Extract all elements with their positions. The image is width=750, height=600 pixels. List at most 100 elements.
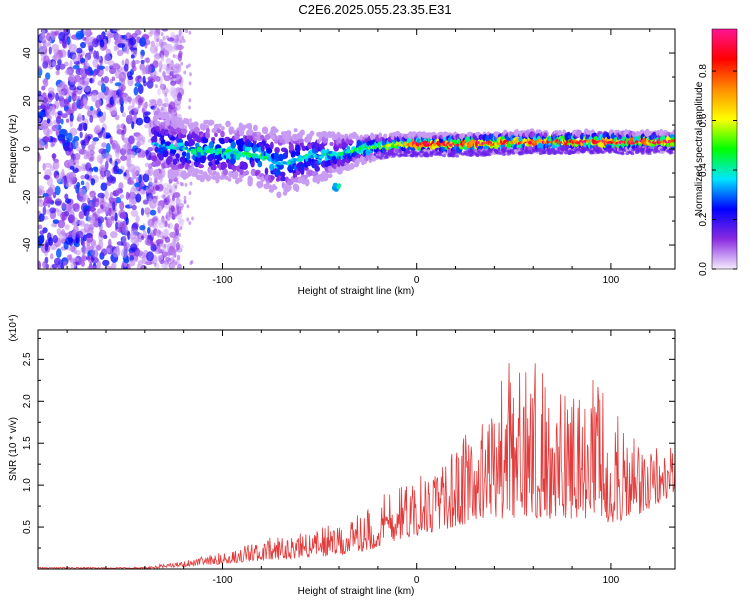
spectrogram-cell (347, 139, 354, 145)
spectrogram-cell (161, 218, 166, 223)
spectrogram-cell (82, 240, 86, 247)
snr-x-tick-label: 0 (414, 575, 420, 586)
spectrogram-cell (188, 63, 191, 68)
spectrogram-cell (79, 188, 87, 197)
spectrogram-cell (339, 134, 345, 140)
spectrogram-cell (163, 243, 167, 248)
spectrogram-cell (129, 259, 136, 267)
spectrogram-cell (110, 215, 115, 221)
spectrogram-cell (62, 137, 66, 145)
spectrogram-cell (122, 144, 130, 151)
spectrogram-cell (154, 221, 158, 230)
snr-y-tick-label: 2.0 (22, 394, 33, 408)
spectrogram-cell (482, 150, 487, 153)
spectrogram-cell (162, 35, 166, 41)
spectrogram-cell (185, 64, 189, 69)
spectrogram-cell (144, 162, 150, 167)
spectrogram-cell (268, 188, 274, 193)
spectrogram-cell (157, 88, 161, 96)
spectrogram-cell (272, 183, 276, 190)
spectrogram-cell (186, 217, 190, 222)
spectrogram-cell (54, 30, 59, 36)
spectrogram-cell (156, 108, 160, 114)
spectrogram-cell (110, 263, 116, 269)
spectrogram-cell (134, 82, 142, 87)
spectrogram-cell (133, 107, 140, 112)
spectrogram-cell (127, 180, 135, 185)
snr-y-tick-label: 1.5 (22, 436, 33, 450)
spectrogram-cell (62, 38, 67, 49)
spectrogram-cell (47, 87, 55, 93)
spectrogram-cell (169, 86, 176, 96)
spectrogram-cell (141, 190, 146, 195)
spectrogram-cell (64, 97, 70, 107)
colorbar: 0.00.20.40.60.8 Normalized spectral ampl… (694, 28, 738, 276)
spectrogram-cell (210, 164, 217, 171)
spectrogram-cell (238, 128, 245, 137)
spectrogram-cell (111, 110, 118, 115)
spectrogram-cell (156, 38, 160, 42)
spectrogram-cell (70, 262, 77, 269)
spectrogram-cell (105, 170, 111, 177)
spectrogram-cell (189, 118, 192, 123)
spectrogram-cell (100, 182, 108, 191)
spectrogram-cell (140, 207, 145, 216)
spectrogram-cell (628, 151, 633, 154)
spectrogram-cell (141, 103, 149, 108)
spectrogram-cell (259, 182, 264, 188)
spectrogram-cell (559, 151, 564, 155)
spectrogram-cell (79, 131, 83, 139)
spectrogram-cell (73, 249, 78, 255)
spectrogram-cell (38, 96, 44, 105)
spectrogram-cell (188, 98, 192, 103)
spectrogram-cell (128, 251, 136, 257)
page-title: C2E6.2025.055.23.35.E31 (298, 2, 452, 17)
spectrogram-cell (116, 168, 123, 175)
spectrogram-cell (105, 151, 111, 161)
spectrogram-cell (398, 150, 403, 154)
spectrogram-cell (172, 169, 180, 177)
spectrogram-cell (645, 149, 649, 153)
spectrogram-cell (144, 123, 151, 129)
spectrogram-cell (64, 224, 70, 231)
spectrogram-cell (361, 158, 365, 166)
spectrogram-cell (162, 186, 166, 197)
spectrogram-cell (138, 174, 142, 184)
spectrogram-cell (668, 150, 673, 154)
spectrogram-cell (87, 144, 95, 151)
spectrogram-cell (173, 63, 181, 69)
spectrogram-cell (170, 136, 177, 141)
spectrogram-cell (175, 198, 183, 204)
spectrogram-cell (115, 222, 119, 230)
spectrogram-cell (555, 150, 560, 154)
spectrogram-cell (75, 30, 84, 40)
spectrogram-cell (72, 53, 78, 63)
spectrogram-cell (91, 249, 99, 259)
spectrogram-cell (211, 127, 217, 134)
spectrogram-cell (125, 191, 130, 200)
spectrogram-cell (64, 61, 69, 67)
snr-panel: -100 0 100 0.5 1.0 1.5 2.0 2.5 Height of strai… (8, 314, 676, 597)
spectrogram-cell (98, 239, 104, 250)
spectrogram-cell (145, 57, 150, 64)
spectrogram-x-tick-label: -100 (212, 275, 232, 286)
spectrogram-cell (581, 150, 586, 154)
spectrogram-cell (308, 157, 312, 163)
spectrogram-cell (98, 229, 107, 238)
spectrogram-cell (468, 153, 473, 157)
spectrogram-cell (189, 181, 193, 186)
snr-y-tick-label: 1.0 (22, 478, 33, 492)
spectrogram-cell (56, 83, 61, 93)
colorbar-tick-label: 0.8 (698, 64, 709, 78)
spectrogram-cell (270, 141, 274, 150)
spectrogram-cell (86, 36, 94, 43)
spectrogram-cell (55, 123, 59, 132)
spectrogram-cell (119, 221, 124, 228)
spectrogram-cell (52, 234, 58, 244)
spectrogram-cell (153, 74, 157, 79)
spectrogram-cell (189, 72, 192, 77)
spectrogram-cell (62, 260, 68, 267)
spectrogram-cell (149, 209, 157, 216)
spectrogram-cell (185, 146, 189, 150)
spectrogram-cell (181, 128, 188, 135)
